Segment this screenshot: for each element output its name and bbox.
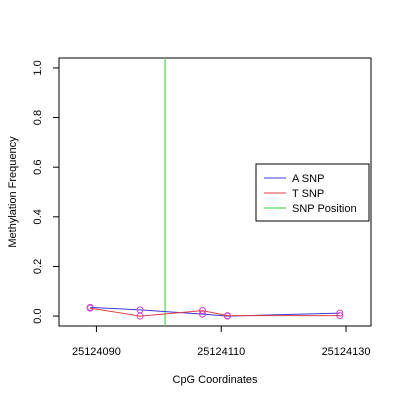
- data-point: [336, 312, 344, 320]
- legend-label: SNP Position: [292, 203, 357, 215]
- data-point: [199, 307, 207, 315]
- legend: A SNP T SNP SNP Position: [255, 163, 370, 222]
- x-tick-label: 25124110: [197, 346, 245, 358]
- y-axis-title: Methylation Frequency: [7, 136, 19, 248]
- x-tick-label: 25124130: [322, 346, 371, 358]
- y-tick-label: 0.8: [32, 110, 44, 125]
- legend-label: A SNP: [292, 173, 324, 185]
- series-line-t-snp: [90, 307, 340, 317]
- x-axis: 25124090 25124110 25124130: [72, 326, 371, 358]
- y-tick-label: 0.2: [32, 259, 44, 274]
- y-tick-label: 0.0: [32, 308, 44, 323]
- y-axis: 0.0 0.2 0.4 0.6 0.8 1.0: [32, 60, 59, 324]
- legend-label: T SNP: [292, 188, 324, 200]
- y-tick-label: 0.4: [32, 209, 44, 224]
- y-tick-label: 0.6: [32, 160, 44, 175]
- plot-frame: [58, 57, 372, 327]
- x-tick-label: 25124090: [72, 346, 121, 358]
- data-point: [136, 312, 144, 320]
- x-axis-title: CpG Coordinates: [173, 374, 258, 386]
- y-tick-label: 1.0: [32, 60, 44, 75]
- series-layer: [86, 303, 344, 320]
- data-point: [86, 304, 94, 312]
- data-point: [223, 312, 231, 320]
- data-point: [336, 309, 344, 317]
